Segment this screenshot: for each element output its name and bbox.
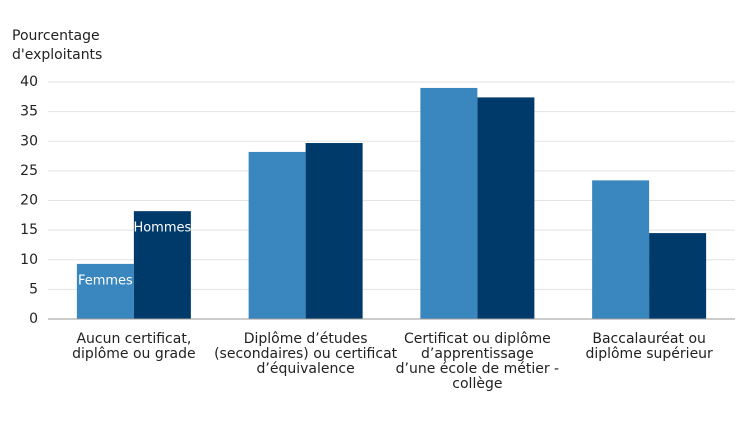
x-tick-label: collège xyxy=(452,376,502,392)
y-axis-label: Pourcentage xyxy=(12,28,100,44)
legend-label: Femmes xyxy=(78,273,133,288)
bar xyxy=(248,151,306,319)
x-tick-label: Baccalauréat ou xyxy=(592,331,706,347)
bar xyxy=(420,87,478,319)
x-tick-label: d’apprentissage xyxy=(421,346,534,362)
y-tick-label: 0 xyxy=(29,311,38,327)
x-tick-label: Aucun certificat, xyxy=(76,331,191,347)
y-tick-label: 20 xyxy=(20,193,38,209)
y-tick-label: 5 xyxy=(29,281,38,297)
bar xyxy=(133,211,191,319)
x-tick-label: Diplôme d’études xyxy=(244,331,368,347)
x-tick-label: diplôme supérieur xyxy=(585,346,713,362)
legend-label: Hommes xyxy=(133,221,191,236)
y-tick-label: 15 xyxy=(20,222,38,238)
x-tick-label: d’équivalence xyxy=(257,361,355,377)
bar xyxy=(592,180,650,319)
y-tick-label: 35 xyxy=(20,104,38,120)
x-tick-label: diplôme ou grade xyxy=(72,346,195,362)
x-tick-label: d’une école de métier - xyxy=(396,361,559,377)
bar xyxy=(76,263,134,319)
y-tick-label: 40 xyxy=(20,74,38,90)
y-tick-label: 10 xyxy=(20,252,38,268)
y-tick-label: 25 xyxy=(20,163,38,179)
y-tick-label: 30 xyxy=(20,133,38,149)
x-tick-label: Certificat ou diplôme xyxy=(404,331,551,347)
bar xyxy=(649,233,707,319)
x-tick-label: (secondaires) ou certificat xyxy=(214,346,398,362)
y-axis-label: d'exploitants xyxy=(12,47,102,63)
bar xyxy=(305,143,363,319)
bar xyxy=(477,97,535,319)
